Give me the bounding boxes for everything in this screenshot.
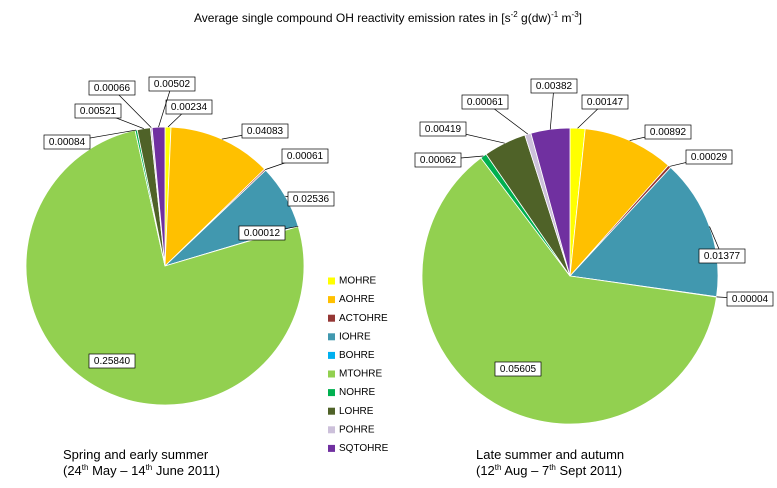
superscript: -2 (511, 10, 519, 19)
superscript: th (549, 463, 556, 472)
data-label: 0.00029 (691, 152, 728, 163)
legend-label: NOHRE (339, 387, 375, 398)
superscript: th (146, 463, 153, 472)
data-label: 0.00147 (587, 97, 624, 108)
text-part: g(dw) (518, 11, 551, 25)
label-box (414, 152, 462, 168)
label-box (165, 99, 213, 115)
superscript: th (82, 463, 89, 472)
data-label: 0.00066 (94, 83, 131, 94)
legend-label: SQTOHRE (339, 443, 389, 454)
legend-swatch (328, 389, 335, 397)
label-box (43, 134, 91, 150)
label-box (461, 94, 509, 110)
text-part: Average single compound OH reactivity em… (194, 11, 511, 25)
legend-swatch (328, 370, 335, 378)
label-box (88, 353, 136, 369)
data-label: 0.00892 (650, 127, 687, 138)
chart-subtitle: Late summer and autumn (476, 447, 624, 462)
legend-swatch (328, 296, 335, 304)
legend-swatch (328, 333, 335, 341)
label-box (419, 121, 467, 137)
pie-slice (25, 129, 305, 406)
data-label: 0.00061 (287, 151, 324, 162)
data-label: 0.00234 (171, 102, 208, 113)
pie-slice (164, 126, 266, 267)
text-part: May – 14 (88, 463, 145, 478)
pie-slice (421, 157, 717, 425)
data-label: 0.00502 (154, 79, 191, 90)
chart-subtitle: (12th Aug – 7th Sept 2011) (476, 463, 622, 479)
data-label: 0.00004 (732, 294, 769, 305)
label-box (494, 361, 542, 377)
text-part: ] (579, 11, 582, 25)
text-part: Sept 2011) (556, 463, 622, 478)
label-box (581, 94, 629, 110)
label-box (281, 148, 329, 164)
legend-label: MTOHRE (339, 369, 382, 380)
text-part: (24 (63, 463, 82, 478)
text-part: (12 (476, 463, 495, 478)
text-part: June 2011) (152, 463, 220, 478)
legend-label: BOHRE (339, 350, 375, 361)
chart-subtitle: Spring and early summer (63, 447, 209, 462)
data-label: 0.02536 (293, 194, 330, 205)
label-box (287, 191, 335, 207)
text-part: Late summer and autumn (476, 447, 624, 462)
label-box (88, 80, 136, 96)
chart-title: Average single compound OH reactivity em… (194, 10, 582, 26)
legend-swatch (328, 277, 335, 285)
data-label: 0.00012 (244, 228, 281, 239)
text-part: m (558, 11, 571, 25)
superscript: -1 (551, 10, 559, 19)
label-box (74, 103, 122, 119)
text-part: Spring and early summer (63, 447, 209, 462)
legend-label: POHRE (339, 424, 375, 435)
label-box (644, 124, 692, 140)
legend-swatch (328, 351, 335, 359)
data-label: 0.01377 (704, 251, 741, 262)
legend-swatch (328, 314, 335, 322)
data-label: 0.25840 (94, 356, 131, 367)
superscript: -3 (572, 10, 580, 19)
label-box (530, 78, 578, 94)
label-box (698, 248, 746, 264)
pie-slice (569, 128, 669, 278)
data-label: 0.00382 (536, 81, 573, 92)
label-box (726, 291, 774, 307)
pie-slice (569, 166, 719, 298)
legend-swatch (328, 444, 335, 452)
label-box (148, 76, 196, 92)
data-label: 0.00061 (467, 97, 504, 108)
legend-swatch (328, 407, 335, 415)
label-box (238, 225, 286, 241)
superscript: th (495, 463, 502, 472)
text-part: Aug – 7 (501, 463, 549, 478)
data-label: 0.05605 (500, 364, 537, 375)
legend-label: LOHRE (339, 406, 374, 417)
data-label: 0.00419 (425, 124, 462, 135)
pie-slice (151, 126, 166, 267)
legend-label: IOHRE (339, 331, 371, 342)
data-label: 0.00062 (420, 155, 457, 166)
legend-label: AOHRE (339, 294, 375, 305)
legend-label: ACTOHRE (339, 313, 388, 324)
label-box (241, 123, 289, 139)
data-label: 0.00084 (49, 137, 86, 148)
legend-swatch (328, 426, 335, 434)
label-box (685, 149, 733, 165)
legend-label: MOHRE (339, 276, 377, 287)
data-label: 0.00521 (80, 106, 117, 117)
chart-subtitle: (24th May – 14th June 2011) (63, 463, 220, 479)
data-label: 0.04083 (247, 126, 284, 137)
